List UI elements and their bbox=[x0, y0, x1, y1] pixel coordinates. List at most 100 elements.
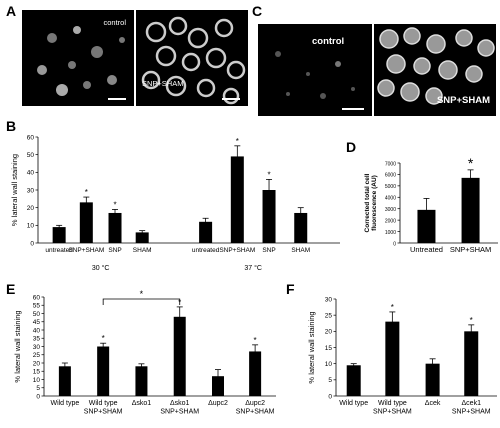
scale-bar bbox=[342, 108, 364, 110]
panel-letter-e: E bbox=[6, 281, 16, 297]
significance-star: * bbox=[85, 188, 88, 197]
y-tick-label: 10 bbox=[33, 377, 41, 384]
category-label: SNP+SHAM bbox=[236, 409, 275, 416]
category-label: Δcek bbox=[425, 400, 441, 407]
group-label: 30 °C bbox=[92, 264, 110, 272]
category-label: Δupc2 bbox=[245, 400, 265, 407]
y-tick-label: 60 bbox=[33, 294, 41, 301]
category-label: SNP+SHAM bbox=[373, 409, 412, 416]
bar bbox=[135, 232, 149, 243]
category-label: SNP bbox=[262, 247, 275, 254]
y-axis-label: % lateral wall staining bbox=[10, 154, 19, 226]
significance-star: * bbox=[267, 170, 270, 179]
significance-star: * bbox=[254, 336, 257, 345]
panel-letter-c: C bbox=[252, 3, 263, 19]
micrograph-a-treated: SNP+SHAM bbox=[136, 10, 248, 106]
category-label: SNP+SHAM bbox=[450, 245, 491, 254]
bar bbox=[79, 202, 93, 243]
y-tick-label: 10 bbox=[325, 361, 333, 368]
category-label: Wild type bbox=[378, 400, 407, 407]
category-label: SNP+SHAM bbox=[68, 247, 104, 254]
comparison-bracket bbox=[102, 298, 181, 305]
group-label: 37 °C bbox=[244, 264, 262, 272]
y-tick-label: 7000 bbox=[385, 161, 396, 167]
panel-letter-b: B bbox=[6, 118, 17, 134]
y-tick-label: 6000 bbox=[385, 173, 396, 179]
micrograph-a-control: control bbox=[22, 10, 134, 106]
y-tick-label: 45 bbox=[33, 319, 41, 326]
y-tick-label: 0 bbox=[328, 393, 332, 400]
bracket-significance-star: * bbox=[140, 289, 144, 299]
bar bbox=[97, 346, 110, 396]
bar bbox=[461, 177, 480, 243]
category-label: SNP+SHAM bbox=[160, 409, 199, 416]
category-label: SHAM bbox=[133, 247, 152, 254]
y-tick-label: 30 bbox=[33, 344, 41, 351]
bar bbox=[135, 366, 148, 396]
category-label: Wild type bbox=[339, 400, 368, 407]
micrograph-c-control: control bbox=[258, 24, 372, 116]
category-label: SNP bbox=[108, 247, 121, 254]
bar bbox=[249, 351, 262, 396]
bar bbox=[52, 227, 66, 243]
significance-star: * bbox=[470, 316, 473, 325]
category-label: SNP+SHAM bbox=[219, 247, 255, 254]
micrograph-c-treated: SNP+SHAM bbox=[374, 24, 496, 116]
bar bbox=[294, 212, 308, 243]
bar bbox=[385, 321, 400, 396]
y-tick-label: 20 bbox=[33, 360, 41, 367]
bar bbox=[464, 331, 479, 396]
significance-star: * bbox=[236, 137, 239, 146]
micrograph-label-snp-sham: SNP+SHAM bbox=[142, 79, 184, 88]
cell-fluorescence-image bbox=[377, 27, 495, 105]
micrograph-label-snp-sham: SNP+SHAM bbox=[436, 95, 490, 106]
panel-letter-d: D bbox=[346, 139, 357, 155]
significance-star: * bbox=[102, 334, 105, 343]
category-label: Δsko1 bbox=[132, 400, 152, 407]
micrograph-label-control: control bbox=[103, 18, 126, 27]
y-tick-label: 2000 bbox=[385, 218, 396, 224]
panel-letter-a: A bbox=[6, 3, 17, 19]
y-tick-label: 20 bbox=[27, 205, 35, 212]
y-tick-label: 1000 bbox=[385, 230, 396, 236]
scale-bar bbox=[222, 98, 240, 100]
y-tick-label: 0 bbox=[36, 393, 40, 400]
y-tick-label: 40 bbox=[33, 327, 41, 334]
category-label: Wild type bbox=[89, 400, 118, 407]
category-label: SNP+SHAM bbox=[452, 409, 491, 416]
y-tick-label: 3000 bbox=[385, 207, 396, 213]
bar bbox=[173, 316, 186, 396]
cell-fluorescence-image bbox=[37, 26, 125, 96]
y-axis-label: % lateral wall staining bbox=[307, 311, 316, 383]
y-tick-label: 30 bbox=[27, 187, 35, 194]
bar bbox=[425, 363, 440, 396]
category-label: untreated bbox=[192, 247, 220, 254]
y-tick-label: 55 bbox=[33, 303, 41, 310]
y-tick-label: 15 bbox=[33, 369, 41, 376]
y-tick-label: 40 bbox=[27, 170, 35, 177]
bar bbox=[108, 212, 122, 243]
panel-letter-f: F bbox=[286, 281, 295, 297]
significance-star: * bbox=[468, 155, 474, 171]
significance-star: * bbox=[391, 303, 394, 312]
cell-fluorescence-image bbox=[275, 51, 355, 99]
bar bbox=[212, 376, 224, 396]
y-tick-label: 5 bbox=[36, 385, 40, 392]
y-tick-label: 4000 bbox=[385, 196, 396, 202]
category-label: SNP+SHAM bbox=[84, 409, 123, 416]
bar bbox=[58, 366, 71, 396]
y-tick-label: 15 bbox=[325, 345, 333, 352]
y-tick-label: 5 bbox=[328, 377, 332, 384]
category-label: Δcek1 bbox=[462, 400, 482, 407]
y-axis-label: % lateral wall staining bbox=[13, 310, 22, 382]
y-axis-label: Corrected total cellfluorescence (AU) bbox=[364, 173, 378, 232]
bar bbox=[199, 221, 213, 243]
y-tick-label: 35 bbox=[33, 336, 41, 343]
y-tick-label: 5000 bbox=[385, 184, 396, 190]
y-tick-label: 0 bbox=[30, 240, 34, 247]
bar bbox=[262, 190, 276, 243]
bar bbox=[230, 156, 244, 243]
category-label: Untreated bbox=[410, 245, 443, 254]
bar bbox=[417, 209, 436, 243]
